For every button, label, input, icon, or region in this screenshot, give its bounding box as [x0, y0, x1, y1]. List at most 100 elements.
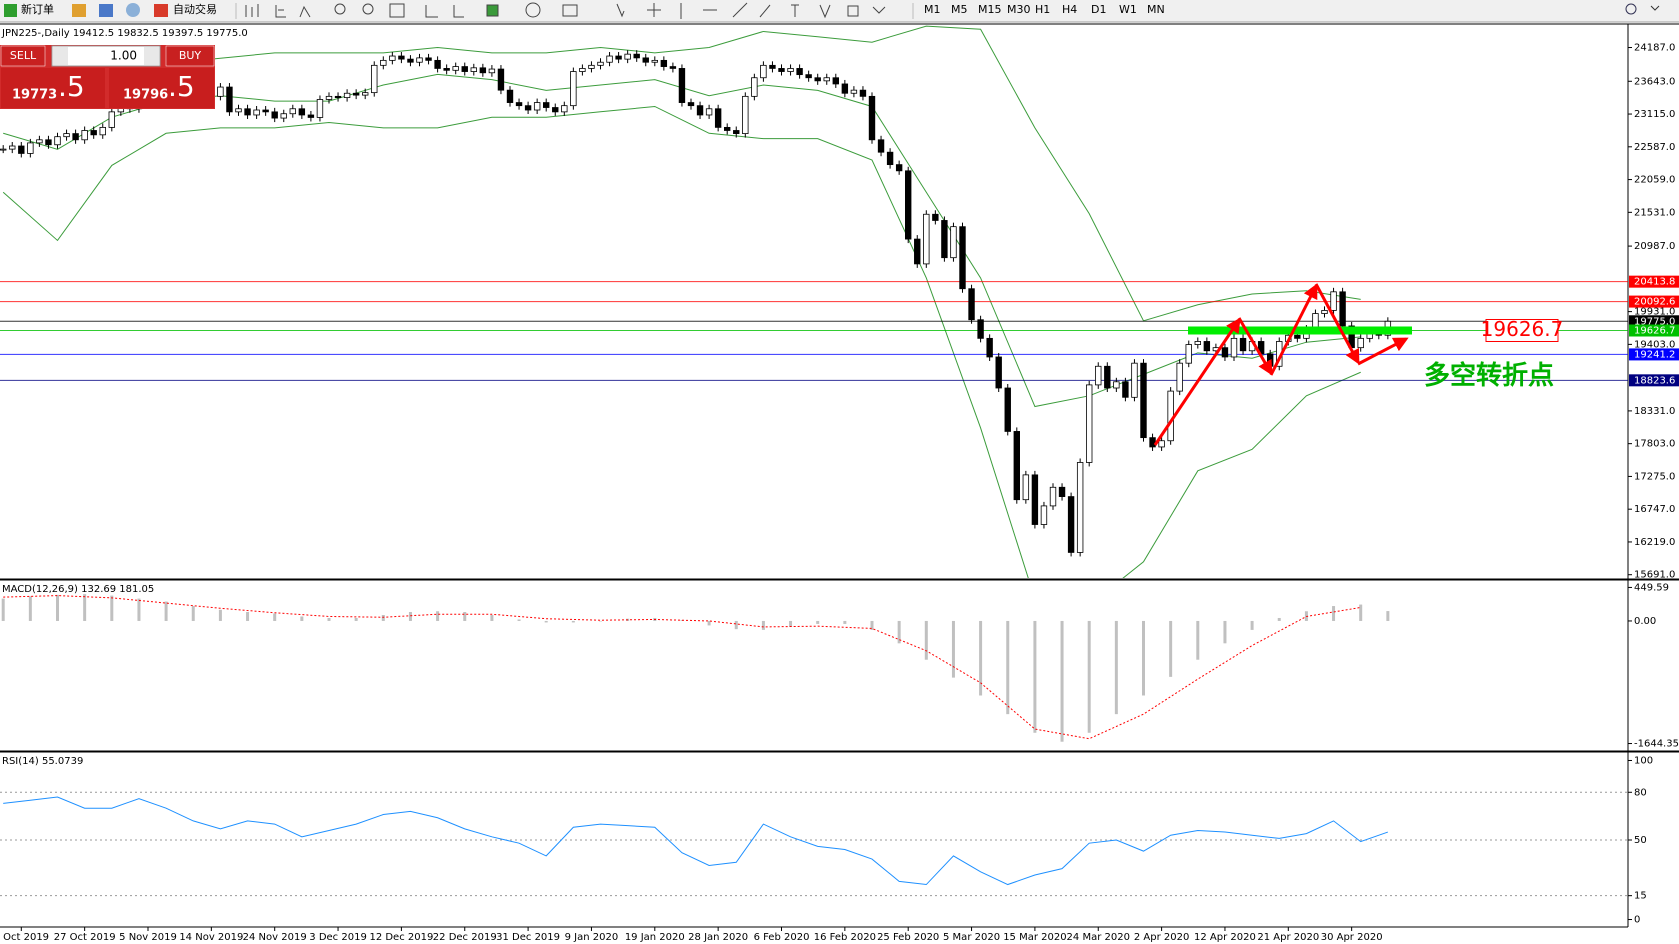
macd-bar — [83, 594, 87, 621]
toolbar-icon[interactable] — [126, 3, 140, 17]
one-click-trading-panel: SELL 1.00 BUY 19773 .5 19796 .5 — [0, 45, 215, 109]
buy-price-fraction[interactable]: .5 — [168, 70, 195, 103]
candle — [561, 105, 568, 113]
macd-bar — [1359, 604, 1363, 621]
candle — [497, 68, 505, 91]
candle — [1022, 474, 1030, 501]
candle — [570, 71, 577, 107]
candle — [959, 226, 966, 290]
sell-price-fraction[interactable]: .5 — [58, 70, 85, 103]
candle — [262, 109, 269, 113]
candle — [760, 64, 767, 79]
buy-button-label[interactable]: BUY — [179, 49, 202, 62]
timeframe-button[interactable]: M5 — [951, 3, 968, 16]
candle — [461, 66, 468, 72]
sell-button-label[interactable]: SELL — [10, 49, 37, 62]
candle — [850, 89, 858, 94]
candle — [1131, 362, 1138, 398]
y-tick-label: 19403.0 — [1634, 339, 1675, 350]
candle — [796, 68, 803, 76]
timeframe-button[interactable]: D1 — [1091, 3, 1106, 16]
candle — [1040, 505, 1048, 525]
level-label-bg — [1629, 315, 1679, 328]
candle — [905, 170, 912, 240]
toolbar-bg — [0, 0, 1679, 22]
candle — [642, 57, 649, 63]
x-tick-label: 28 Jan 2020 — [688, 932, 748, 943]
candle — [968, 288, 975, 321]
sell-button[interactable] — [0, 45, 46, 67]
y-tick-label: 0 — [1634, 915, 1640, 926]
toolbar-icon[interactable] — [99, 4, 113, 17]
candle — [1357, 337, 1364, 349]
timeframe-button[interactable]: W1 — [1119, 3, 1137, 16]
volume-input[interactable] — [51, 45, 161, 67]
macd-bar — [218, 609, 222, 621]
timeframe-button[interactable]: M30 — [1007, 3, 1031, 16]
search-icon[interactable] — [1625, 3, 1637, 15]
macd-bar — [56, 594, 59, 621]
spin-up[interactable] — [144, 47, 159, 65]
volume-value[interactable]: 1.00 — [110, 49, 137, 63]
chart-tools[interactable] — [245, 2, 886, 19]
toolbar-icon[interactable] — [1650, 5, 1660, 11]
buy-price[interactable]: 19796 — [123, 88, 168, 103]
panel — [0, 25, 1628, 578]
candle — [443, 68, 450, 71]
macd-bar — [1277, 617, 1281, 621]
candle — [588, 64, 595, 69]
timeframe-button[interactable]: M1 — [924, 3, 941, 16]
macd-bar — [789, 620, 793, 627]
macd-bar — [1332, 606, 1336, 621]
panel-title: RSI(14) 55.0739 — [2, 756, 83, 767]
support-zone — [1188, 326, 1412, 335]
candle — [995, 356, 1002, 389]
timeframe-button[interactable]: MN — [1147, 3, 1165, 16]
candle — [1004, 387, 1011, 432]
y-tick-label: 16219.0 — [1634, 537, 1675, 548]
macd-bar — [1, 598, 5, 621]
timeframe-button[interactable]: H4 — [1062, 3, 1077, 16]
timeframe-button[interactable]: M15 — [978, 3, 1002, 16]
level-label: 19775.0 — [1634, 316, 1675, 327]
candle — [1140, 362, 1147, 439]
new-order-icon[interactable] — [4, 4, 17, 17]
candle — [696, 105, 704, 116]
auto-trading-icon[interactable] — [154, 4, 168, 17]
y-tick-label: 16747.0 — [1634, 504, 1675, 515]
candle — [361, 92, 369, 96]
sell-price-box[interactable] — [1, 68, 105, 108]
candle — [226, 86, 233, 113]
y-tick-label: 23643.0 — [1634, 76, 1675, 87]
candle — [398, 55, 405, 60]
buy-price-box[interactable] — [109, 68, 214, 108]
candle — [669, 66, 677, 69]
candle — [1176, 362, 1183, 392]
candle — [814, 77, 821, 82]
candle — [859, 89, 867, 97]
candle — [751, 77, 758, 97]
candle — [1203, 341, 1211, 352]
candle — [778, 68, 785, 72]
candle — [877, 139, 885, 153]
candle — [407, 58, 414, 63]
spin-down[interactable] — [53, 47, 68, 65]
y-tick-label: -1644.35 — [1634, 739, 1679, 750]
candle — [380, 59, 387, 66]
buy-button[interactable] — [165, 45, 215, 67]
candle — [235, 108, 242, 113]
macd-bar — [897, 620, 901, 644]
new-order-button[interactable]: 新订单 — [21, 2, 54, 16]
auto-trading-button[interactable]: 自动交易 — [173, 2, 217, 16]
sell-price[interactable]: 19773 — [12, 88, 57, 103]
x-tick-label: 2 Apr 2020 — [1134, 932, 1189, 943]
toolbar-icon[interactable] — [72, 4, 86, 17]
candle — [343, 92, 351, 98]
level-label: 19626.7 — [1634, 325, 1675, 336]
level-label-bg — [1629, 275, 1679, 288]
candle — [660, 59, 668, 67]
y-tick-label: 19931.0 — [1634, 307, 1675, 318]
candle — [506, 89, 514, 103]
timeframe-button[interactable]: H1 — [1035, 3, 1050, 16]
candle — [99, 126, 106, 136]
